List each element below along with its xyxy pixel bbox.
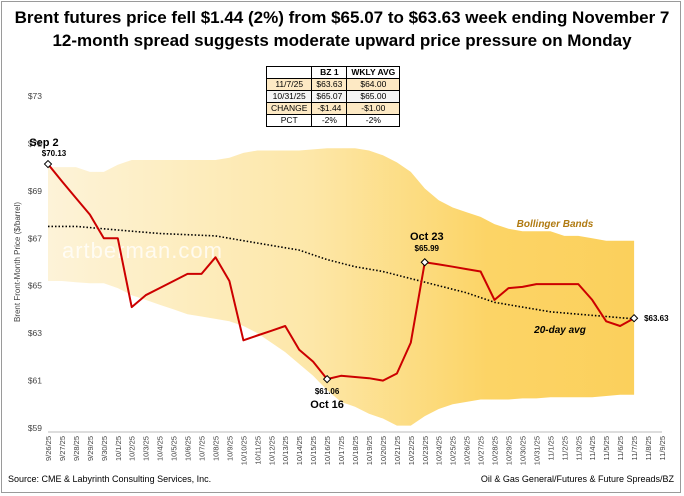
x-tick-label: 10/29/25 [505, 436, 514, 465]
data-point-marker [629, 313, 639, 323]
x-tick-label: 9/26/25 [44, 436, 53, 461]
annotation-price: $61.06 [315, 387, 340, 396]
x-tick-label: 11/9/25 [658, 436, 667, 460]
y-tick-label: $73 [28, 91, 42, 101]
x-tick-label: 10/18/25 [351, 436, 360, 465]
x-tick-label: 11/5/25 [602, 436, 611, 460]
x-tick-label: 10/9/25 [225, 436, 234, 461]
x-tick-label: 10/25/25 [449, 436, 458, 465]
x-tick-label: 10/24/25 [435, 436, 444, 465]
x-tick-label: 10/22/25 [407, 436, 416, 465]
source-footer: Source: CME & Labyrinth Consulting Servi… [8, 474, 212, 484]
table-cell: $63.63 [311, 78, 348, 91]
x-tick-label: 10/4/25 [156, 436, 165, 461]
x-tick-label: 10/20/25 [379, 436, 388, 465]
annotation-date: Oct 16 [310, 399, 344, 411]
price-summary-table: BZ 1 WKLY AVG 11/7/25 $63.63 $64.00 10/3… [265, 66, 401, 127]
table-row: PCT -2% -2% [265, 114, 401, 127]
table-cell: -$1.44 [311, 102, 348, 115]
table-cell: -2% [311, 114, 348, 127]
x-tick-label: 10/17/25 [337, 436, 346, 465]
x-tick-label: 9/27/25 [58, 436, 67, 461]
annotation-price: $63.63 [644, 314, 669, 323]
annotation-date: Sep 2 [29, 137, 58, 149]
y-tick-label: $63 [28, 328, 42, 338]
table-cell: $64.00 [346, 78, 401, 91]
table-row: 11/7/25 $63.63 $64.00 [265, 78, 401, 91]
x-tick-label: 9/28/25 [72, 436, 81, 461]
x-tick-label: 10/28/25 [491, 436, 500, 465]
x-tick-label: 10/12/25 [267, 436, 276, 465]
table-cell: $65.00 [346, 90, 401, 103]
x-tick-label: 9/29/25 [86, 436, 95, 461]
x-tick-label: 11/3/25 [574, 436, 583, 460]
y-tick-label: $59 [28, 423, 42, 433]
table-row: 10/31/25 $65.07 $65.00 [265, 90, 401, 103]
x-tick-label: 10/23/25 [421, 436, 430, 465]
data-point-marker [43, 159, 53, 169]
x-tick-label: 11/1/25 [546, 436, 555, 460]
x-tick-label: 10/1/25 [114, 436, 123, 461]
table-row: CHANGE -$1.44 -$1.00 [265, 102, 401, 115]
x-tick-label: 10/13/25 [281, 436, 290, 465]
y-tick-label: $61 [28, 376, 42, 386]
annotation-date: Oct 23 [410, 231, 444, 243]
x-tick-label: 10/8/25 [211, 436, 220, 461]
table-cell: -2% [346, 114, 401, 127]
x-tick-label: 10/5/25 [170, 436, 179, 461]
category-footer: Oil & Gas General/Futures & Future Sprea… [480, 474, 674, 484]
y-axis-label: Brent Front-Month Price ($/barrel) [13, 202, 22, 322]
x-tick-label: 10/30/25 [518, 436, 527, 465]
data-point-marker [420, 258, 429, 267]
x-tick-label: 10/10/25 [239, 436, 248, 465]
table-cell: PCT [265, 114, 313, 127]
price-line [47, 163, 635, 382]
table-cell: -$1.00 [346, 102, 401, 115]
annotation-price: $65.99 [415, 244, 440, 253]
chart-subtitle: 12-month spread suggests moderate upward… [52, 31, 632, 50]
chart-title: Brent futures price fell $1.44 (2%) from… [14, 8, 670, 27]
table-cell: $65.07 [311, 90, 348, 103]
watermark: artberman.com [62, 238, 223, 263]
x-tick-label: 10/16/25 [323, 436, 332, 465]
x-tick-label: 10/7/25 [198, 436, 207, 461]
x-tick-label: 11/2/25 [560, 436, 569, 460]
table-header-cell: BZ 1 [311, 66, 348, 79]
x-tick-label: 10/31/25 [532, 436, 541, 465]
avg-20-day-line [48, 225, 635, 320]
data-point-marker [322, 374, 332, 384]
x-tick-label: 10/3/25 [142, 436, 151, 461]
x-tick-label: 10/27/25 [477, 436, 486, 465]
bollinger-band [48, 148, 635, 426]
table-cell: 11/7/25 [265, 78, 313, 91]
table-header-cell [265, 66, 313, 79]
table-header-row: BZ 1 WKLY AVG [265, 66, 401, 79]
y-tick-label: $71 [28, 138, 42, 148]
avg-label: 20-day avg [533, 325, 586, 336]
x-tick-label: 11/8/25 [644, 436, 653, 460]
y-tick-label: $65 [28, 281, 42, 291]
table-cell: CHANGE [265, 102, 313, 115]
table-cell: 10/31/25 [265, 90, 313, 103]
bollinger-label: Bollinger Bands [517, 219, 594, 230]
x-tick-label: 10/15/25 [309, 436, 318, 465]
x-tick-label: 10/26/25 [463, 436, 472, 465]
x-tick-label: 10/21/25 [393, 436, 402, 465]
y-tick-label: $69 [28, 186, 42, 196]
x-tick-label: 10/2/25 [128, 436, 137, 461]
x-tick-label: 10/19/25 [365, 436, 374, 465]
x-tick-label: 9/30/25 [100, 436, 109, 461]
x-tick-label: 10/6/25 [184, 436, 193, 461]
x-tick-label: 11/7/25 [630, 436, 639, 460]
y-tick-label: $67 [28, 233, 42, 243]
x-tick-label: 11/6/25 [616, 436, 625, 460]
x-tick-label: 11/4/25 [588, 436, 597, 460]
x-tick-label: 10/11/25 [253, 436, 262, 465]
x-tick-label: 10/14/25 [295, 436, 304, 465]
annotation-price: $70.13 [42, 149, 67, 158]
table-header-cell: WKLY AVG [346, 66, 401, 79]
